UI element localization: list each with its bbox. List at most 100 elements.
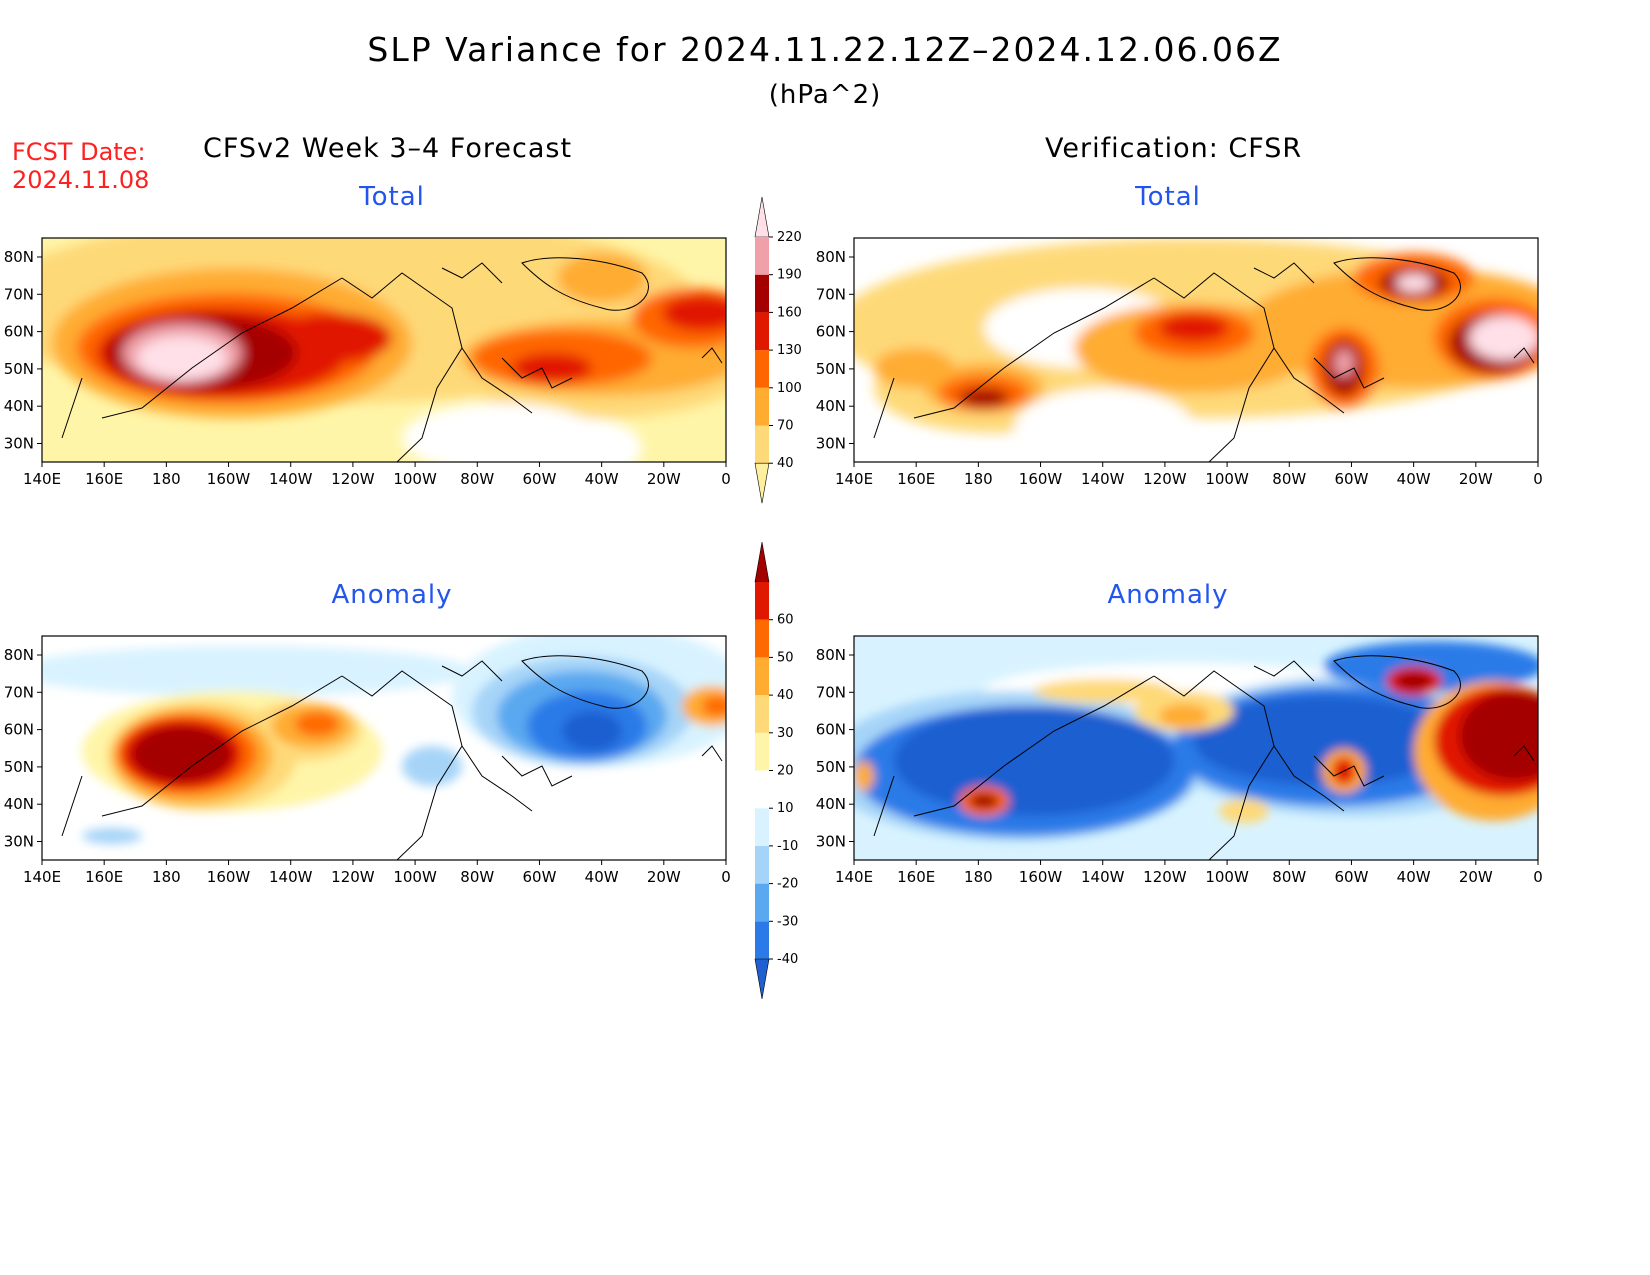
lat-tick-label: 70N (4, 285, 34, 303)
lon-tick-label: 160W (207, 868, 251, 886)
lat-tick-label: 60N (4, 323, 34, 341)
forecast-date-value: 2024.11.08 (12, 166, 150, 194)
lon-tick-label: 140E (23, 868, 61, 886)
lon-tick-label: 20W (1459, 868, 1493, 886)
verification-total-map: 140E 160E 180 160W 140W 120W 100W 80W 60W 40W 20W 0… (816, 237, 1543, 488)
verification-total-title: Total (1135, 182, 1201, 212)
lon-tick-label: 140W (269, 868, 313, 886)
lat-tick-label: 70N (816, 683, 846, 701)
lon-tick-label: 60W (1334, 868, 1368, 886)
forecast-anomaly-title: Anomaly (331, 580, 453, 610)
units-label: (hPa^2) (768, 80, 882, 110)
lon-tick-label: 60W (1334, 470, 1368, 488)
lat-tick-label: 80N (4, 646, 34, 664)
lon-tick-label: 100W (393, 868, 437, 886)
lon-tick-label: 120W (1143, 868, 1187, 886)
lon-tick-label: 140E (835, 868, 873, 886)
lon-tick-label: 160E (897, 868, 935, 886)
verification-column-title: Verification: CFSR (1045, 133, 1303, 164)
total-colorbar-swatch (755, 387, 769, 426)
lon-tick-label: 140E (835, 470, 873, 488)
verification-anomaly-title: Anomaly (1107, 580, 1229, 610)
lon-tick-label: 40W (585, 868, 619, 886)
lon-tick-label: 80W (1272, 470, 1306, 488)
lon-tick-label: 0 (1533, 470, 1543, 488)
total-colorbar-label: 160 (777, 305, 802, 320)
lon-tick-label: 140W (1081, 470, 1125, 488)
forecast-anomaly-map: 140E 160E 180 160W 140W 120W 100W 80W 60W 40W 20W 0… (4, 635, 731, 886)
verification-total-axes: 140E 160E 180 160W 140W 120W 100W 80W 60W 40W 20W 0… (816, 248, 1543, 488)
lon-tick-label: 40W (585, 470, 619, 488)
lat-tick-label: 30N (816, 833, 846, 851)
lon-tick-label: 140W (269, 470, 313, 488)
lon-tick-label: 160W (1019, 470, 1063, 488)
anomaly-colorbar-swatch (755, 883, 769, 922)
forecast-total-axes: 140E 160E 180 160W 140W 120W 100W 80W 60W 40W 20W 0… (4, 248, 731, 488)
lon-tick-label: 0 (721, 868, 731, 886)
lon-tick-label: 180 (152, 868, 181, 886)
lon-tick-label: 160E (85, 470, 123, 488)
anomaly-colorbar-swatch (755, 808, 769, 846)
anomaly-colorbar-swatch (755, 695, 769, 733)
main-title: SLP Variance for 2024.11.22.12Z–2024.12.… (367, 30, 1283, 69)
anomaly-colorbar-label: 50 (777, 650, 794, 665)
forecast-anomaly-axes: 140E 160E 180 160W 140W 120W 100W 80W 60W 40W 20W 0… (4, 646, 731, 886)
lon-tick-label: 0 (721, 470, 731, 488)
lon-tick-label: 0 (1533, 868, 1543, 886)
total-colorbar-swatch (755, 237, 769, 275)
anomaly-colorbar-top-arrow (754, 541, 770, 583)
lat-tick-label: 40N (816, 795, 846, 813)
lon-tick-label: 180 (964, 868, 993, 886)
verification-anomaly-map: 140E 160E 180 160W 140W 120W 100W 80W 60W 40W 20W 0… (816, 635, 1543, 886)
anomaly-colorbar-swatch (755, 770, 769, 809)
anomaly-colorbar-label: -20 (777, 877, 798, 892)
lat-tick-label: 80N (4, 248, 34, 266)
anomaly-colorbar-label: 20 (777, 764, 794, 779)
lat-tick-label: 40N (816, 397, 846, 415)
forecast-date-label: FCST Date: 2024.11.08 (12, 138, 149, 194)
lon-tick-label: 160E (897, 470, 935, 488)
lon-tick-label: 60W (522, 868, 556, 886)
anomaly-colorbar-swatch (755, 845, 769, 884)
total-colorbar-label: 70 (777, 419, 794, 434)
lat-tick-label: 50N (816, 758, 846, 776)
anomaly-colorbar-swatch (755, 582, 769, 620)
forecast-total-title: Total (359, 182, 425, 212)
lon-tick-label: 160W (1019, 868, 1063, 886)
lon-tick-label: 120W (331, 470, 375, 488)
lat-tick-label: 30N (4, 435, 34, 453)
lat-tick-label: 40N (4, 397, 34, 415)
lon-tick-label: 40W (1397, 470, 1431, 488)
total-colorbar-label: 190 (777, 268, 802, 283)
lon-tick-label: 20W (647, 868, 681, 886)
total-colorbar-label: 40 (777, 456, 794, 471)
lon-tick-label: 180 (152, 470, 181, 488)
lat-tick-label: 40N (4, 795, 34, 813)
lon-tick-label: 120W (1143, 470, 1187, 488)
anomaly-colorbar-label: -30 (777, 914, 798, 929)
lon-tick-label: 180 (964, 470, 993, 488)
anomaly-colorbar-swatch (755, 921, 769, 959)
lon-tick-label: 100W (1205, 868, 1249, 886)
forecast-column-title: CFSv2 Week 3–4 Forecast (203, 133, 573, 164)
forecast-total-map: 140E 160E 180 160W 140W 120W 100W 80W 60W 40W 20W 0… (4, 237, 731, 488)
forecast-date-caption: FCST Date: (12, 138, 146, 166)
anomaly-colorbar-label: -10 (777, 839, 798, 854)
total-colorbar-label: 130 (777, 343, 802, 358)
lat-tick-label: 70N (4, 683, 34, 701)
total-colorbar-label: 220 (777, 230, 802, 245)
lon-tick-label: 160W (207, 470, 251, 488)
anomaly-colorbar: -40 -30 -20 -10 10 20 30 40 50 60 (754, 541, 798, 1000)
lon-tick-label: 80W (1272, 868, 1306, 886)
lat-tick-label: 50N (4, 360, 34, 378)
anomaly-colorbar-label: 30 (777, 726, 794, 741)
total-colorbar-bottom-arrow (754, 462, 770, 504)
anomaly-colorbar-label: 60 (777, 613, 794, 628)
lat-tick-label: 80N (816, 646, 846, 664)
anomaly-colorbar-swatch (755, 619, 769, 658)
total-colorbar-swatch (755, 425, 769, 464)
lon-tick-label: 40W (1397, 868, 1431, 886)
lon-tick-label: 60W (522, 470, 556, 488)
lat-tick-label: 70N (816, 285, 846, 303)
lon-tick-label: 100W (1205, 470, 1249, 488)
